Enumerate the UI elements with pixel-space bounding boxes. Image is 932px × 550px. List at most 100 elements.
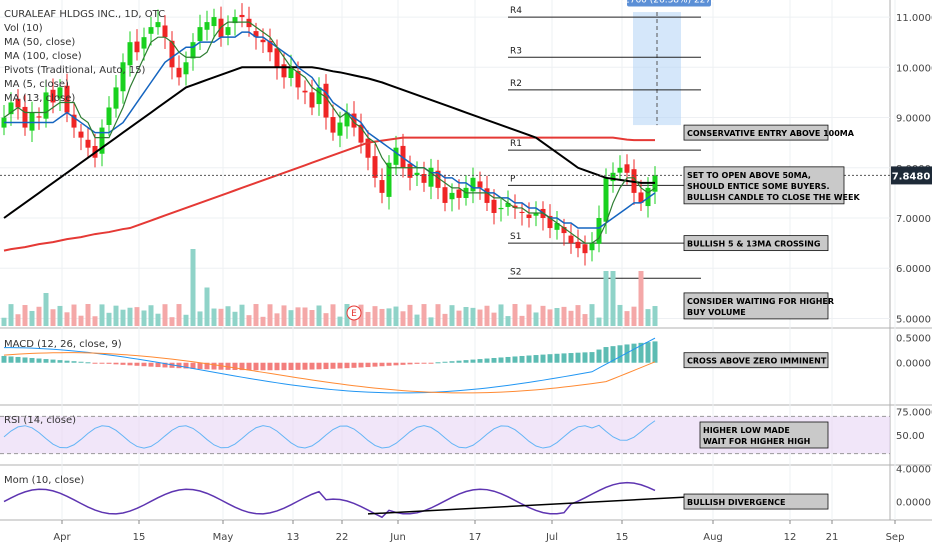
- macd-histogram-bar: [652, 341, 658, 363]
- volume-bar: [456, 310, 462, 326]
- candle-body: [547, 215, 553, 229]
- volume-bar: [533, 312, 539, 326]
- candle-body: [302, 90, 308, 93]
- volume-bar: [176, 304, 182, 326]
- annotation-box: [683, 235, 829, 252]
- rsi-legend: RSI (14, close): [4, 415, 77, 426]
- macd-histogram-bar: [113, 362, 119, 365]
- volume-bar: [449, 305, 455, 326]
- annotation-box: [699, 421, 829, 449]
- macd-histogram-bar: [92, 362, 98, 364]
- macd-histogram-bar: [463, 360, 469, 363]
- macd-histogram-bar: [533, 355, 539, 363]
- volume-bar: [372, 306, 378, 326]
- annotation-text: CROSS ABOVE ZERO IMMINENT: [687, 357, 827, 366]
- candle-body: [645, 187, 651, 207]
- volume-bar: [638, 271, 644, 326]
- volume-bar: [519, 315, 525, 326]
- date-tick-label: Jun: [389, 532, 406, 543]
- candle-body: [554, 223, 560, 230]
- candle-body: [22, 106, 28, 128]
- volume-bar: [78, 315, 84, 326]
- date-tick-label: Aug: [703, 532, 723, 543]
- macd-histogram-bar: [78, 361, 84, 363]
- macd-histogram-bar: [470, 359, 476, 363]
- candle-body: [330, 117, 336, 133]
- volume-bar: [568, 310, 574, 326]
- measure-label-box: [627, 0, 711, 7]
- volume-bar: [498, 304, 504, 326]
- volume-bar: [624, 311, 630, 326]
- ma5-line: [3, 21, 656, 244]
- volume-bar: [477, 309, 483, 326]
- candle-body: [575, 241, 581, 249]
- candle-body: [456, 189, 462, 198]
- macd-histogram-bar: [631, 343, 637, 363]
- annotation-text: BULLISH 5 & 13MA CROSSING: [687, 240, 820, 249]
- macd-histogram-bar: [589, 352, 595, 363]
- macd-histogram-bar: [64, 360, 70, 363]
- date-tick-label: 22: [336, 532, 349, 543]
- macd-histogram-bar: [71, 361, 77, 363]
- candle-body: [491, 199, 497, 213]
- macd-histogram-bar: [540, 354, 546, 363]
- price-tick-label: 11.0000: [896, 13, 932, 24]
- annotation-box: [683, 292, 829, 320]
- macd-histogram-bar: [260, 362, 266, 371]
- macd-histogram-bar: [190, 362, 196, 369]
- volume-bar: [484, 305, 490, 326]
- volume-bar: [148, 305, 154, 326]
- volume-bar: [512, 304, 518, 326]
- candle-body: [106, 107, 112, 125]
- volume-bar: [113, 305, 119, 326]
- candle-body: [610, 172, 616, 182]
- candle-body: [309, 92, 315, 108]
- legend-ma13: MA (13, close): [4, 93, 76, 104]
- price-tick-label: 9.0000: [896, 114, 931, 125]
- candle-body: [337, 122, 343, 136]
- candle-body: [344, 112, 350, 127]
- volume-bar: [274, 313, 280, 326]
- macd-histogram-bar: [379, 362, 385, 367]
- price-tick-label: 10.0000: [896, 63, 932, 74]
- volume-bar: [267, 304, 273, 326]
- macd-histogram-bar: [183, 362, 189, 369]
- macd-line: [3, 337, 656, 394]
- candle-body: [386, 162, 392, 197]
- last-price-tag: 7.8480: [892, 171, 931, 182]
- volume-bar: [575, 305, 581, 326]
- ma50-line: [3, 66, 655, 219]
- volume-bar: [43, 293, 49, 326]
- mom-tick-label: 0.0000: [896, 498, 931, 509]
- macd-histogram-bar: [421, 362, 427, 364]
- candle-body: [512, 205, 518, 208]
- macd-histogram-bar: [316, 362, 322, 370]
- candle-body: [449, 192, 455, 200]
- macd-histogram-bar: [22, 357, 28, 363]
- macd-histogram-bar: [575, 352, 581, 363]
- candle-body: [239, 14, 245, 18]
- macd-histogram-bar: [484, 358, 490, 363]
- volume-bar: [589, 304, 595, 326]
- volume-bar: [92, 316, 98, 326]
- macd-histogram-bar: [288, 362, 294, 370]
- volume-bar: [197, 311, 203, 326]
- volume-bar: [120, 309, 126, 326]
- macd-histogram-bar: [85, 362, 91, 364]
- annotation-box: [683, 166, 845, 205]
- volume-bar: [505, 316, 511, 326]
- volume-bar: [561, 306, 567, 326]
- macd-histogram-bar: [617, 345, 623, 363]
- pivot-label: S1: [510, 232, 521, 242]
- macd-histogram-bar: [372, 362, 378, 367]
- macd-histogram-bar: [624, 344, 630, 363]
- candle-body: [190, 42, 196, 59]
- candle-body: [8, 102, 14, 115]
- volume-bar: [29, 310, 35, 326]
- volume-bar: [127, 307, 133, 326]
- candle-body: [323, 83, 329, 118]
- candle-body: [379, 180, 385, 193]
- macd-histogram-bar: [267, 362, 273, 371]
- candle-body: [274, 48, 280, 68]
